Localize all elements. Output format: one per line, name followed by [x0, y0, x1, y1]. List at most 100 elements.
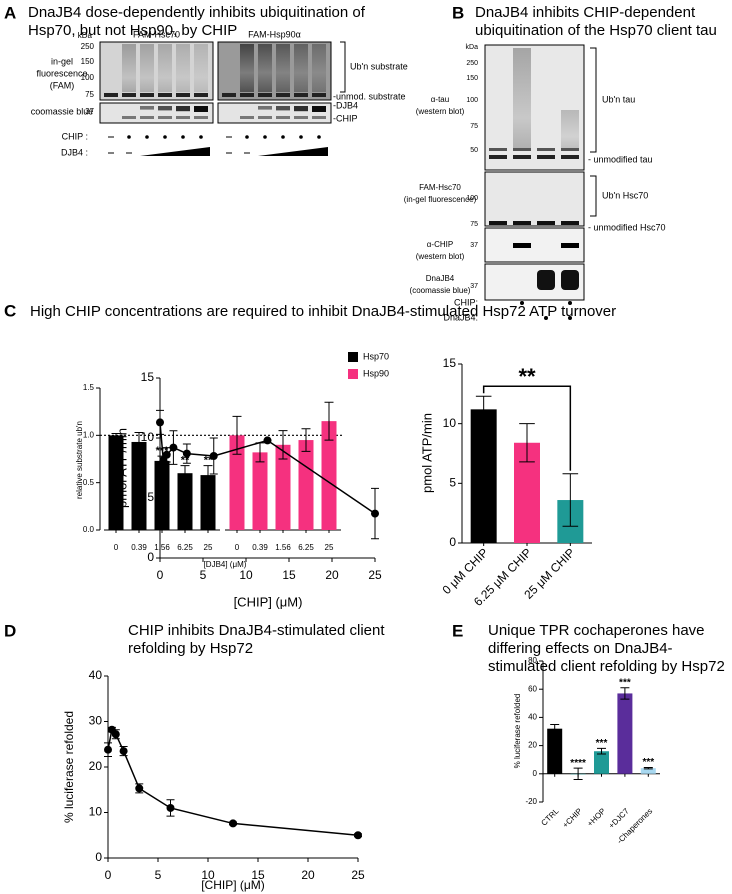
gel-side-label: coomassie blue: [31, 106, 94, 116]
data-point: [135, 784, 144, 793]
x-tick-label: 25: [368, 568, 382, 582]
lane-smear: [158, 44, 172, 92]
band: [194, 106, 208, 112]
bar: [321, 421, 337, 530]
significance-bracket: [482, 385, 572, 471]
gel-side-label: (in-gel fluorescence): [404, 195, 477, 204]
band: [240, 93, 254, 97]
error-bar: [643, 766, 653, 770]
lane-smear: [294, 44, 308, 92]
bar: [252, 452, 268, 530]
data-point: [182, 449, 191, 458]
chart-title: High CHIP concentrations are required to…: [30, 303, 617, 320]
marker-label: 100: [466, 97, 478, 104]
significance-label: ****: [570, 758, 586, 769]
error-bar: [180, 465, 190, 482]
band: [176, 93, 190, 97]
bracket: [340, 41, 346, 93]
band: [122, 93, 136, 97]
marker-label: 37: [470, 283, 478, 290]
y-tick-label: 40: [528, 713, 537, 722]
marker-label: 37: [470, 242, 478, 249]
band: [294, 93, 308, 97]
band: [561, 270, 579, 290]
lane-plus: [568, 301, 572, 305]
y-tick-label: 10: [141, 430, 155, 444]
band: [312, 106, 326, 112]
significance-label: **: [518, 364, 536, 389]
marker-label: 150: [81, 57, 95, 66]
band: [158, 106, 172, 111]
lane-plus: [281, 135, 285, 139]
x-axis-label: [CHIP] (μM): [234, 594, 303, 609]
chart-title: DnaJB4 dose-dependently inhibits ubiquit…: [28, 4, 365, 39]
lane-smear: [513, 48, 531, 148]
y-tick-label: 5: [449, 476, 456, 490]
gel-side-label: FAM-Hsc70: [419, 183, 461, 192]
y-axis-label: % luciferase refolded: [513, 694, 522, 769]
row-label: CHIP :: [62, 131, 88, 141]
row-label: DnaJB4:: [443, 312, 478, 322]
row-label: CHIP:: [454, 297, 478, 307]
band: [222, 93, 236, 97]
bar: [131, 441, 147, 530]
gel-side-label: in-gel: [51, 56, 73, 66]
data-point: [156, 418, 164, 427]
concentration-wedge: [140, 147, 210, 156]
data-point: [159, 456, 168, 465]
lane-smear: [176, 44, 190, 92]
legend-swatch: [348, 352, 358, 362]
band: [258, 106, 272, 110]
error-bar: [134, 431, 144, 452]
significance-label: ***: [642, 757, 654, 768]
row-label: DJB4 :: [61, 147, 88, 157]
lane-smear: [140, 44, 154, 92]
panel-label: B: [452, 3, 464, 22]
x-tick-label: 6.25: [298, 543, 314, 552]
band: [513, 148, 531, 151]
lane-plus: [317, 135, 321, 139]
y-tick-label: 0: [449, 535, 456, 549]
band: [294, 106, 308, 112]
error-bar: [278, 430, 288, 460]
gel-side-label: DnaJB4: [426, 274, 455, 283]
band: [140, 116, 154, 119]
y-tick-label: 10: [443, 416, 457, 430]
lane-plus: [145, 135, 149, 139]
gel-side-label: - unmodified tau: [588, 154, 653, 164]
gel-side-label: Ub'n substrate: [350, 61, 408, 71]
y-tick-label: 0: [95, 850, 102, 864]
y-tick-label: 80: [528, 656, 537, 665]
bracket: [590, 47, 597, 153]
y-tick-label: 0.0: [83, 525, 95, 534]
lane-plus: [163, 135, 167, 139]
x-tick-label: 25: [325, 543, 334, 552]
y-tick-label: 15: [141, 370, 155, 384]
band: [561, 155, 579, 159]
y-tick-label: 0.5: [83, 478, 95, 487]
error-bar: [232, 415, 242, 455]
band: [122, 116, 136, 119]
marker-label: 75: [470, 221, 478, 228]
y-tick-label: 20: [89, 759, 103, 773]
marker-label: 250: [466, 60, 478, 67]
band: [158, 93, 172, 97]
panel-label: D: [4, 621, 16, 640]
band: [140, 106, 154, 110]
band: [513, 155, 531, 159]
gel-image: [484, 44, 585, 171]
data-point: [104, 745, 112, 754]
bar: [617, 693, 633, 774]
lane-plus: [544, 316, 548, 320]
x-axis-label: [DJB4] (μM): [204, 560, 247, 569]
y-tick-label: 15: [443, 356, 457, 370]
significance-label: ***: [619, 677, 631, 688]
y-tick-label: 1.5: [83, 383, 95, 392]
x-tick-label: 0: [105, 868, 112, 882]
x-tick-label: 10: [239, 568, 253, 582]
band: [561, 221, 579, 225]
band: [489, 221, 507, 225]
band: [561, 243, 579, 248]
gel-side-label: α-CHIP: [427, 240, 453, 249]
marker-label: 75: [470, 123, 478, 130]
